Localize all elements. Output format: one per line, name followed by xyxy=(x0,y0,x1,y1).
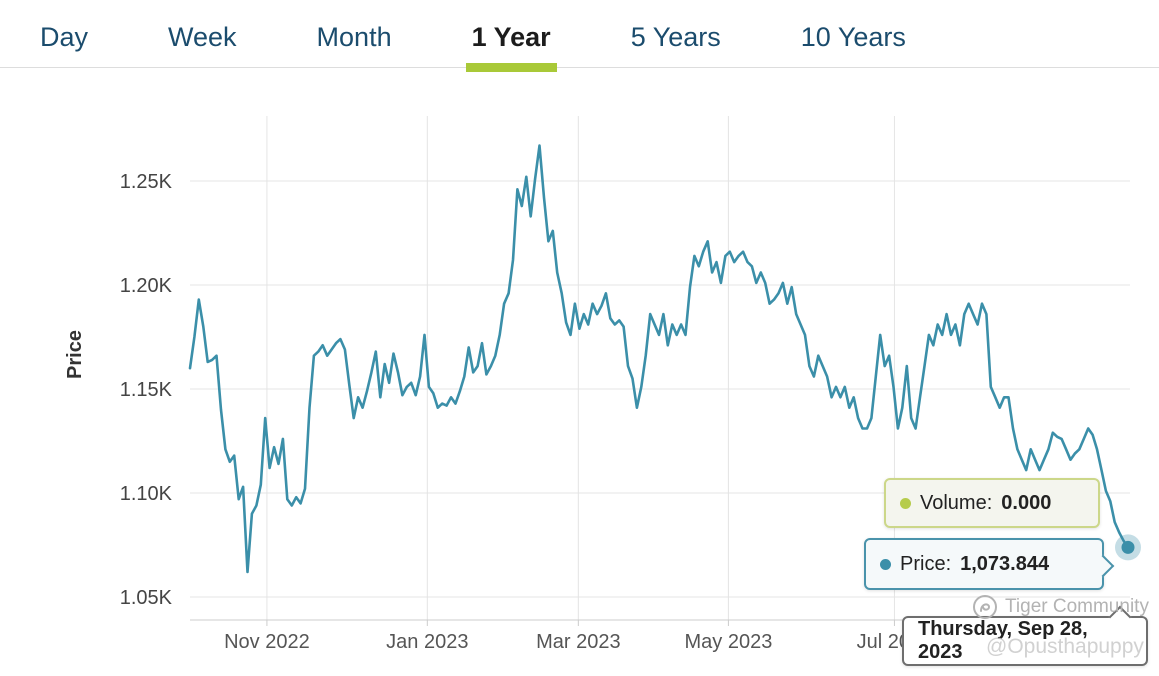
chart-area: Price 1.05K 1.10K 1.15K 1.20K 1.25K Nov 2022 J… xyxy=(0,86,1159,676)
date-tooltip: Thursday, Sep 28, 2023 xyxy=(902,616,1148,666)
tiger-logo-icon xyxy=(973,595,997,619)
price-line-chart[interactable]: 1.05K 1.10K 1.15K 1.20K 1.25K Nov 2022 Jan 202… xyxy=(0,86,1159,676)
last-point-marker xyxy=(1121,540,1135,554)
y-axis-tick-label: 1.25K xyxy=(120,171,173,193)
tab-month[interactable]: Month xyxy=(316,22,392,52)
volume-tooltip: Volume: 0.000 xyxy=(884,478,1100,528)
x-axis-tick-label: May 2023 xyxy=(684,631,772,653)
y-axis-tick-label: 1.15K xyxy=(120,379,173,401)
x-axis-tick-label: Jan 2023 xyxy=(386,631,468,653)
tab-10-years[interactable]: 10 Years xyxy=(800,22,906,52)
tab-1-year[interactable]: 1 Year xyxy=(465,22,557,72)
username-watermark: @Opusthapuppy xyxy=(986,635,1144,658)
y-axis-tick-label: 1.10K xyxy=(120,483,173,505)
price-tooltip-value: 1,073.844 xyxy=(960,552,1050,575)
price-series-dot-icon xyxy=(880,558,891,570)
date-tooltip-value: Thursday, Sep 28, 2023 xyxy=(918,618,1088,663)
y-axis-title: Price xyxy=(64,330,86,379)
price-series-line xyxy=(188,144,1130,574)
tiger-community-label: Tiger Community xyxy=(1005,596,1149,617)
tab-5-years[interactable]: 5 Years xyxy=(630,22,721,52)
x-axis-tick-label: Nov 2022 xyxy=(224,631,310,653)
y-axis-tick-label: 1.05K xyxy=(120,587,173,609)
volume-series-dot-icon xyxy=(900,497,911,509)
tab-week[interactable]: Week xyxy=(168,22,237,52)
tab-day[interactable]: Day xyxy=(40,22,89,52)
volume-tooltip-label: Volume: xyxy=(920,491,993,514)
volume-tooltip-value: 0.000 xyxy=(1001,491,1052,514)
price-tooltip-label: Price: xyxy=(900,552,952,575)
x-axis-tick-label: Mar 2023 xyxy=(536,631,621,653)
tiger-community-watermark: Tiger Community xyxy=(972,594,1149,620)
time-range-tabs: Day Week Month 1 Year 5 Years 10 Years xyxy=(0,0,1159,72)
y-axis-tick-label: 1.20K xyxy=(120,275,173,297)
price-tooltip: Price: 1,073.844 xyxy=(864,538,1104,590)
